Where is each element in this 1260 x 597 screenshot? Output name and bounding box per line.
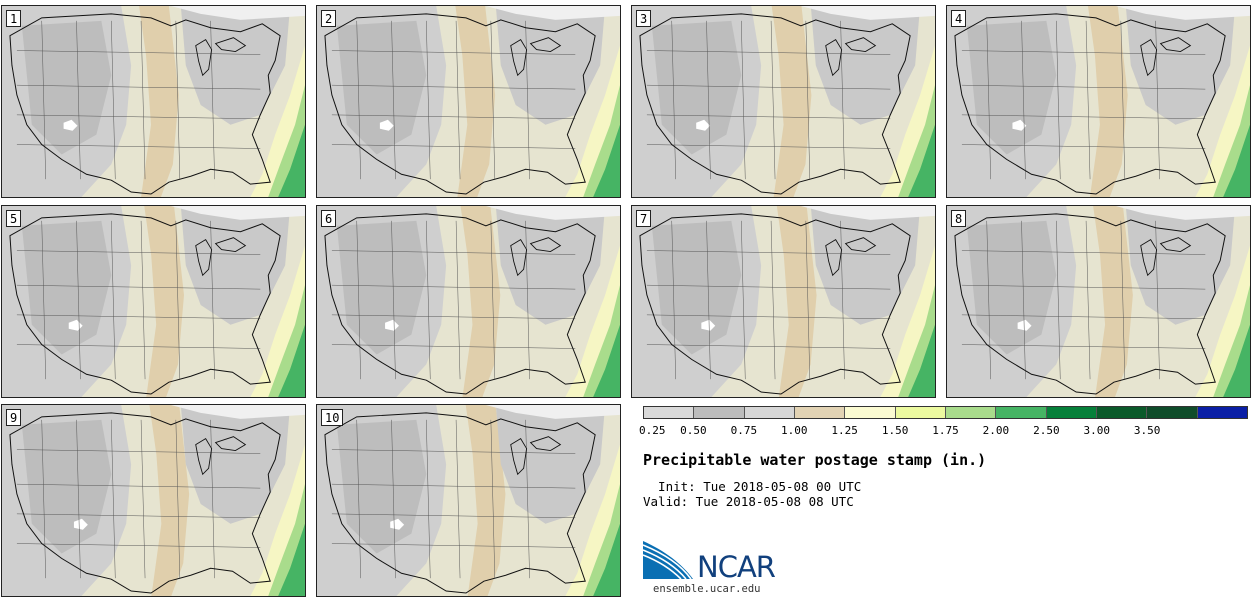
- colorbar-swatch: [895, 407, 946, 418]
- member-number-label: 6: [321, 210, 337, 227]
- colorbar-swatch: [1046, 407, 1097, 418]
- colorbar-tick: 0.50: [680, 424, 707, 437]
- member-number-label: 2: [321, 10, 337, 27]
- map-canvas: [317, 206, 620, 397]
- colorbar-swatch: [794, 407, 846, 418]
- init-time: Init: Tue 2018-05-08 00 UTC: [643, 479, 862, 494]
- colorbar-swatch: [845, 407, 896, 418]
- colorbar-tick: 2.00: [982, 424, 1010, 437]
- colorbar-tick: 1.75: [932, 424, 959, 437]
- ncar-logo-text: NCAR: [697, 550, 776, 584]
- ensemble-member-map[interactable]: 10: [316, 404, 621, 597]
- member-number-label: 4: [951, 10, 967, 27]
- member-number-label: 3: [636, 10, 652, 27]
- member-number-label: 1: [6, 10, 22, 27]
- site-url: ensemble.ucar.edu: [653, 583, 761, 595]
- colorbar-tick: 0.25: [639, 424, 666, 437]
- ensemble-member-map[interactable]: 9: [1, 404, 306, 597]
- colorbar-tick: 2.50: [1033, 424, 1060, 437]
- member-number-label: 5: [6, 210, 22, 227]
- map-canvas: [2, 6, 305, 197]
- colorbar-swatch: [996, 407, 1047, 418]
- colorbar-swatch: [644, 407, 695, 418]
- member-number-label: 9: [6, 409, 22, 426]
- valid-time: Valid: Tue 2018-05-08 08 UTC: [643, 494, 854, 509]
- map-canvas: [947, 6, 1250, 197]
- ensemble-member-map[interactable]: 7: [631, 205, 936, 398]
- map-canvas: [2, 206, 305, 397]
- colorbar-tick-labels: 0.25 0.50 0.75 1.00 1.25 1.50 1.75 2.00 2.50 3.00…: [639, 424, 1248, 438]
- colorbar-tick: 3.00: [1083, 424, 1111, 437]
- ensemble-member-map[interactable]: 3: [631, 5, 936, 198]
- colorbar-swatch: [1197, 407, 1247, 418]
- ensemble-member-map[interactable]: 2: [316, 5, 621, 198]
- colorbar: [643, 406, 1248, 419]
- map-canvas: [317, 405, 620, 596]
- chart-title: Precipitable water postage stamp (in.): [643, 451, 987, 469]
- member-number-label: 7: [636, 210, 652, 227]
- colorbar-tick: 1.25: [831, 424, 858, 437]
- map-canvas: [632, 206, 935, 397]
- colorbar-swatch: [744, 407, 795, 418]
- map-canvas: [947, 206, 1250, 397]
- ensemble-member-map[interactable]: 4: [946, 5, 1251, 198]
- colorbar-swatch: [1147, 407, 1198, 418]
- ncar-logo-swoosh-icon: [643, 541, 693, 580]
- map-canvas: [317, 6, 620, 197]
- colorbar-tick: 1.50: [881, 424, 909, 437]
- colorbar-tick: 1.00: [781, 424, 808, 437]
- ensemble-member-map[interactable]: 1: [1, 5, 306, 198]
- colorbar-swatch: [694, 407, 745, 418]
- member-number-label: 8: [951, 210, 967, 227]
- ensemble-member-map[interactable]: 8: [946, 205, 1251, 398]
- colorbar-tick: 0.75: [730, 424, 758, 437]
- colorbar-swatch: [945, 407, 997, 418]
- ensemble-member-map[interactable]: 6: [316, 205, 621, 398]
- ensemble-member-map[interactable]: 5: [1, 205, 306, 398]
- colorbar-swatch: [1096, 407, 1148, 418]
- map-canvas: [2, 405, 305, 596]
- member-number-label: 10: [321, 409, 344, 426]
- colorbar-tick: 3.50: [1133, 424, 1161, 437]
- map-canvas: [632, 6, 935, 197]
